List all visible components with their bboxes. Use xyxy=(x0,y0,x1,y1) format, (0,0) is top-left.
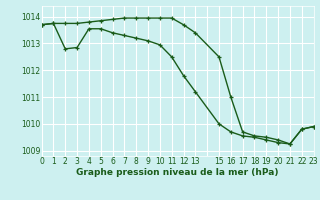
X-axis label: Graphe pression niveau de la mer (hPa): Graphe pression niveau de la mer (hPa) xyxy=(76,168,279,177)
